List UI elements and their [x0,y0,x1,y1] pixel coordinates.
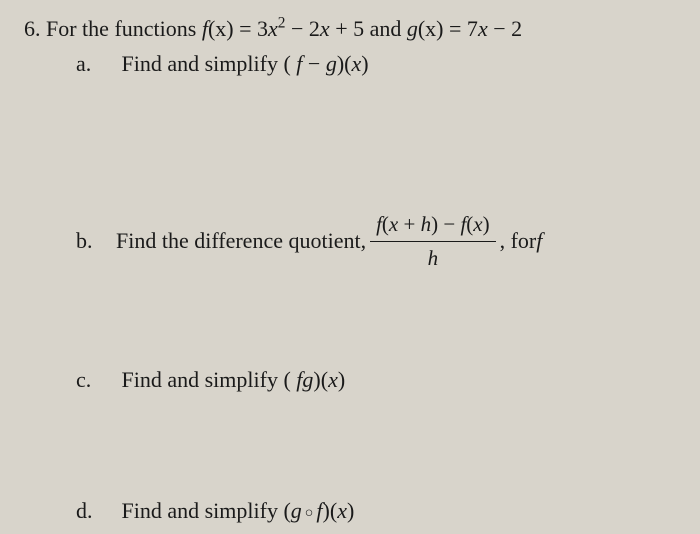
stem-prefix: For the functions [46,16,202,41]
part-a: a. Find and simplify ( f − g)(x) [76,49,676,80]
f-x2: x [320,16,330,41]
part-a-open: ( [283,51,296,76]
part-b-label: b. [76,226,116,257]
num-plus: + [398,212,420,236]
part-a-g: g [326,51,337,76]
f-exp: 2 [278,15,286,32]
part-d-text: Find and simplify [122,498,284,523]
part-c: c. Find and simplify ( fg)(x) [76,365,676,396]
part-c-close: )( [313,367,328,392]
f-plus5: + 5 and [330,16,407,41]
g-x: x [478,16,488,41]
num-open1: ( [382,212,389,236]
part-b-tail: , for [500,226,537,257]
f-eq: = 3 [234,16,268,41]
part-a-end: ) [361,51,368,76]
part-c-x: x [328,367,338,392]
g-eq: = 7 [444,16,478,41]
part-c-fg: fg [291,367,314,392]
num-close2: ) [483,212,490,236]
part-d-label: d. [76,496,116,527]
num-x2: x [473,212,482,236]
num-x: x [389,212,398,236]
part-d-g: g [291,498,302,523]
part-d-x: x [337,498,347,523]
num-close1: ) − [431,212,460,236]
part-c-end: ) [338,367,345,392]
f-x1: x [268,16,278,41]
g-var: g [407,16,418,41]
worksheet-page: 6. For the functions f(x) = 3x2 − 2x + 5… [0,0,700,527]
f-rest: − 2 [286,16,320,41]
part-c-label: c. [76,365,116,396]
fraction-denominator: h [370,242,496,273]
fraction-numerator: f(x + h) − f(x) [370,210,496,242]
part-d-end: ) [347,498,354,523]
part-a-minus: − [302,51,325,76]
part-a-x: x [351,51,361,76]
part-b-tail-f: f [536,226,542,257]
part-d-open: ( [283,498,290,523]
difference-quotient-fraction: f(x + h) − f(x) h [370,210,496,274]
part-a-text: Find and simplify [122,51,284,76]
part-a-close: )( [337,51,352,76]
problem-stem: 6. For the functions f(x) = 3x2 − 2x + 5… [24,14,676,45]
part-a-label: a. [76,49,116,80]
num-h: h [421,212,432,236]
g-arg: (x) [418,16,444,41]
part-b-text: Find the difference quotient, [116,226,366,257]
part-d: d. Find and simplify (g○f)(x) [76,496,676,527]
g-minus2: − 2 [488,16,522,41]
part-b: b. Find the difference quotient, f(x + h… [76,210,542,274]
compose-icon: ○ [305,503,314,523]
problem-number: 6. [24,16,41,41]
part-c-text: Find and simplify ( [122,367,291,392]
f-arg: (x) [208,16,234,41]
part-d-close: )( [323,498,338,523]
